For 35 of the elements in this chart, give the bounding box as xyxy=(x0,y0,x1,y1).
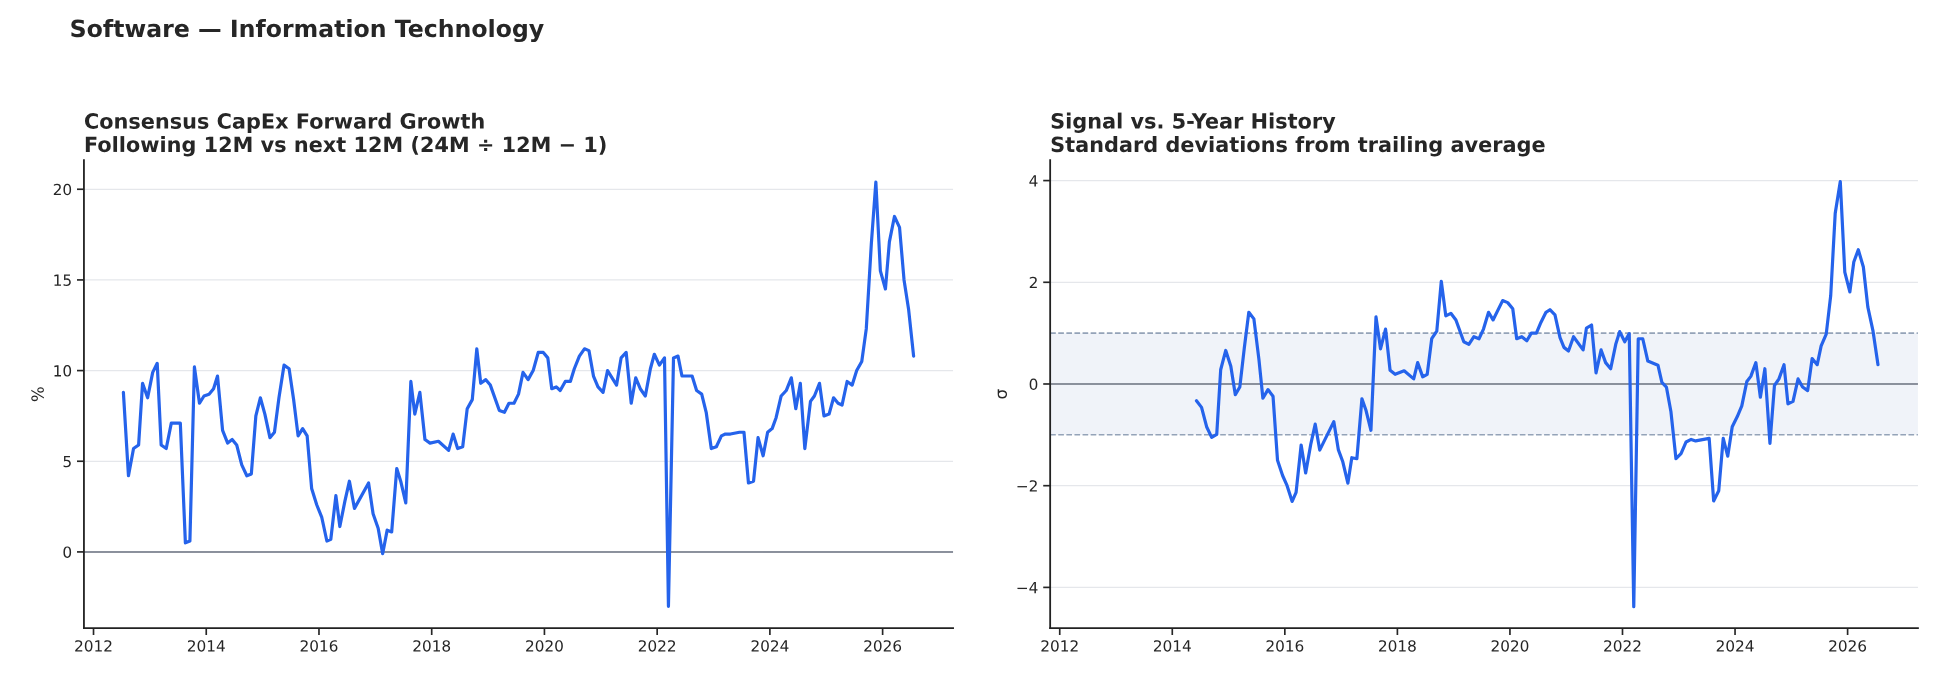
x-tick-label: 2020 xyxy=(526,640,563,652)
y-tick-label: 10 xyxy=(54,365,72,377)
x-tick-label: 2012 xyxy=(75,640,112,652)
chart-subtitle: Following 12M vs next 12M (24M ÷ 12M − 1) xyxy=(85,136,606,157)
chart-subtitle: Standard deviations from trailing average xyxy=(1051,136,1545,157)
x-tick-label: 2018 xyxy=(1379,640,1416,652)
chart-title: Signal vs. 5-Year History xyxy=(1051,112,1336,133)
x-tick-label: 2016 xyxy=(300,640,338,652)
y-tick-label: 4 xyxy=(1029,175,1038,187)
x-tick-label: 2014 xyxy=(1153,640,1191,652)
line-series xyxy=(1194,180,1880,609)
y-tick-label: −2 xyxy=(1017,480,1037,492)
text: Software — Information Technology xyxy=(71,19,544,43)
x-tick-label: 2022 xyxy=(638,640,676,652)
x-tick-label: 2018 xyxy=(413,640,451,652)
y-axis-title: σ xyxy=(997,389,1008,399)
x-tick-label: 2026 xyxy=(864,640,902,652)
chart-title: Consensus CapEx Forward Growth xyxy=(84,112,484,133)
y-tick-label: 15 xyxy=(54,274,71,286)
y-axis-title: % xyxy=(31,387,44,402)
x-tick-label: 2014 xyxy=(187,640,225,652)
x-tick-label: 2024 xyxy=(1716,640,1754,652)
y-tick-label: 5 xyxy=(63,455,71,468)
x-tick-label: 2026 xyxy=(1829,640,1867,652)
x-tick-label: 2020 xyxy=(1491,640,1529,652)
y-tick-label: 0 xyxy=(1029,378,1038,391)
y-tick-label: −4 xyxy=(1017,582,1038,594)
line-series xyxy=(121,180,916,608)
y-tick-label: 2 xyxy=(1029,276,1037,289)
x-tick-label: 2022 xyxy=(1604,640,1641,652)
x-tick-label: 2016 xyxy=(1266,640,1304,652)
y-tick-label: 0 xyxy=(63,546,72,558)
x-tick-label: 2012 xyxy=(1041,640,1078,652)
y-tick-label: 20 xyxy=(53,183,72,196)
x-tick-label: 2024 xyxy=(751,640,789,652)
